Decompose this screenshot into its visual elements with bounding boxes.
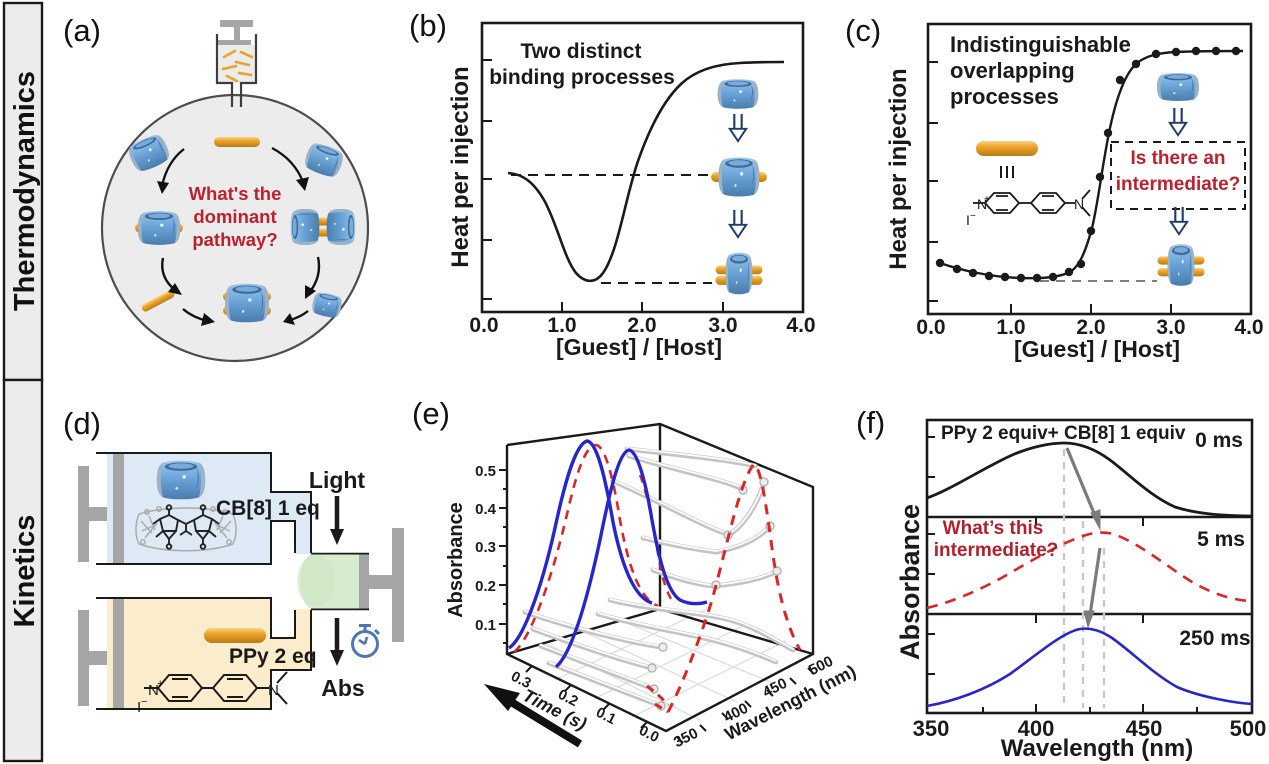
svg-text:intermediate?: intermediate? [934,540,1059,561]
svg-text:3.0: 3.0 [1156,316,1185,339]
svg-text:Light: Light [309,467,366,493]
svg-text:Is there an: Is there an [1130,148,1225,169]
svg-text:0.2: 0.2 [475,578,496,595]
svg-text:350: 350 [913,716,950,741]
svg-text:Abs: Abs [321,675,364,701]
svg-text:What's the: What's the [189,183,282,204]
svg-text:N: N [148,682,159,699]
svg-text:2.0: 2.0 [1076,316,1105,339]
svg-text:0.5: 0.5 [475,463,496,480]
svg-text:Heat per injection: Heat per injection [885,68,912,269]
svg-text:(b): (b) [409,8,447,43]
svg-text:(d): (d) [63,406,101,441]
svg-text:[Guest] / [Host]: [Guest] / [Host] [556,334,722,360]
svg-text:processes: processes [950,84,1059,109]
svg-text:Kinetics: Kinetics [9,515,41,628]
svg-text:0 ms: 0 ms [1195,429,1243,452]
svg-text:Wavelength (nm): Wavelength (nm) [1001,735,1193,762]
svg-text:5 ms: 5 ms [1197,528,1245,551]
svg-text:Heat per injection: Heat per injection [447,66,474,267]
svg-text:Thermodynamics: Thermodynamics [9,71,41,311]
svg-text:2.0: 2.0 [627,314,656,337]
svg-text:450: 450 [1126,716,1163,741]
svg-text:0.0: 0.0 [469,314,498,337]
svg-text:400: 400 [1018,716,1055,741]
svg-text:−: − [970,211,976,222]
svg-text:N: N [977,196,987,212]
svg-text:250 ms: 250 ms [1179,627,1250,650]
svg-text:0.3: 0.3 [475,539,496,556]
svg-text:0.1: 0.1 [593,705,618,728]
svg-text:0.1: 0.1 [475,617,496,634]
svg-text:I: I [137,699,141,716]
svg-text:[Guest] / [Host]: [Guest] / [Host] [1014,336,1180,362]
svg-text:+: + [984,194,990,205]
svg-text:0.0: 0.0 [916,316,945,339]
svg-text:N: N [268,682,279,699]
svg-text:intermediate?: intermediate? [1116,174,1241,195]
svg-text:+: + [157,678,163,690]
svg-text:0.4: 0.4 [475,501,497,518]
svg-text:(c): (c) [845,13,881,48]
svg-text:3.0: 3.0 [708,314,737,337]
svg-text:Absorbance: Absorbance [895,504,925,660]
svg-text:1.0: 1.0 [996,316,1025,339]
svg-text:Absorbance: Absorbance [445,502,467,618]
svg-text:dominant: dominant [193,206,276,227]
svg-text:PPy 2 eq: PPy 2 eq [229,645,317,668]
svg-text:What’s this: What’s this [943,518,1044,539]
svg-text:−: − [141,696,147,708]
svg-text:(a): (a) [63,13,101,48]
svg-text:I: I [966,212,970,228]
svg-text:N: N [1074,196,1084,212]
svg-text:overlapping: overlapping [950,58,1075,83]
svg-text:CB[8] 1 eq: CB[8] 1 eq [216,497,320,520]
svg-text:pathway?: pathway? [192,229,277,250]
svg-text:PPy 2 equiv+ CB[8] 1 equiv: PPy 2 equiv+ CB[8] 1 equiv [941,423,1186,444]
svg-text:binding processes: binding processes [489,66,675,89]
svg-text:Indistinguishable: Indistinguishable [950,32,1131,57]
svg-text:(f): (f) [856,405,885,440]
svg-text:4.0: 4.0 [786,314,815,337]
svg-text:(e): (e) [412,396,450,431]
svg-text:4.0: 4.0 [1234,316,1263,339]
svg-text:500: 500 [1230,716,1267,741]
svg-text:350: 350 [671,725,701,752]
svg-text:Two distinct: Two distinct [521,40,642,63]
svg-text:1.0: 1.0 [547,314,576,337]
